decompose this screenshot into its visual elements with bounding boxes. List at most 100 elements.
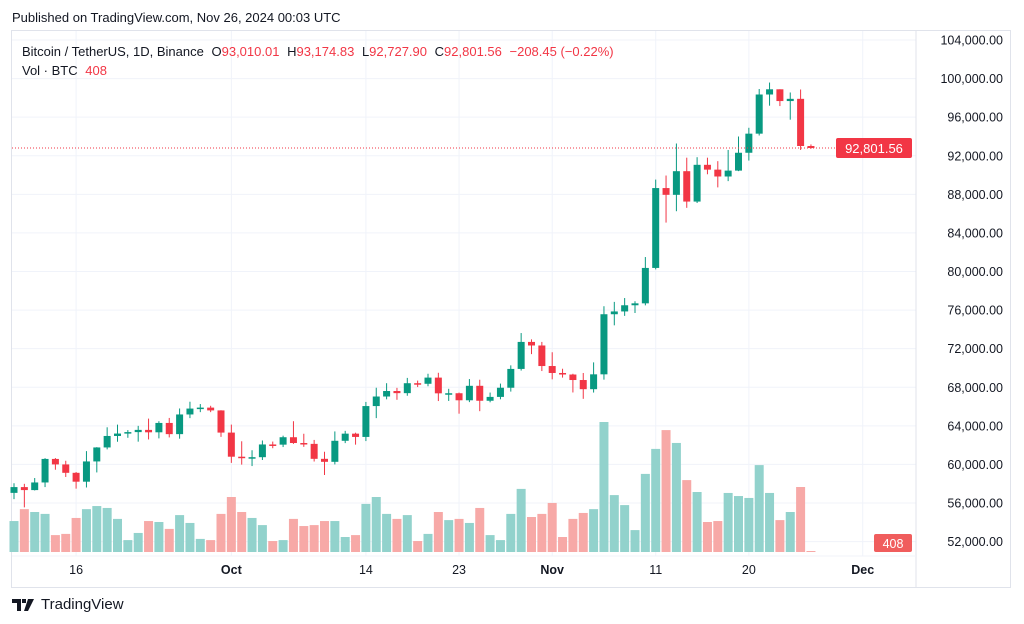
candle[interactable] <box>248 450 256 467</box>
close-value: 92,801.56 <box>444 44 502 59</box>
candle[interactable] <box>341 430 349 444</box>
candle[interactable] <box>703 157 711 175</box>
volume-label[interactable]: Vol · BTC <box>22 63 78 78</box>
candle[interactable] <box>20 483 28 508</box>
volume-bar <box>661 430 671 552</box>
candle[interactable] <box>238 441 246 465</box>
candle[interactable] <box>393 387 401 400</box>
candle[interactable] <box>776 89 784 107</box>
candle-body <box>31 482 39 491</box>
chart-legend: Bitcoin / TetherUS, 1D, Binance O93,010.… <box>22 42 618 80</box>
candle[interactable] <box>383 383 391 400</box>
candle[interactable] <box>496 383 504 400</box>
candle[interactable] <box>786 92 794 120</box>
candle[interactable] <box>217 410 225 437</box>
candle[interactable] <box>455 392 463 414</box>
candle[interactable] <box>528 339 535 355</box>
candle[interactable] <box>372 387 380 419</box>
volume-bar <box>392 518 402 552</box>
candle[interactable] <box>631 301 639 313</box>
candle[interactable] <box>610 301 618 326</box>
candle[interactable] <box>176 408 184 439</box>
x-tick-label: Nov <box>540 563 564 577</box>
tradingview-logo[interactable]: TradingView <box>12 596 124 613</box>
candle[interactable] <box>600 306 608 380</box>
candle[interactable] <box>621 298 629 316</box>
candle[interactable] <box>155 421 163 439</box>
candle[interactable] <box>445 388 453 401</box>
candle[interactable] <box>755 89 763 136</box>
candle-body <box>434 377 442 394</box>
candle[interactable] <box>414 380 422 388</box>
candle[interactable] <box>279 435 287 448</box>
candle[interactable] <box>579 372 587 399</box>
candle[interactable] <box>465 379 473 403</box>
change-value: −208.45 (−0.22%) <box>509 44 614 59</box>
y-tick-label: 96,000.00 <box>947 111 1003 125</box>
candle[interactable] <box>724 149 732 182</box>
candle[interactable] <box>258 440 266 460</box>
candle[interactable] <box>662 175 670 223</box>
candle[interactable] <box>310 439 318 462</box>
candle[interactable] <box>10 483 18 500</box>
candle[interactable] <box>72 472 80 489</box>
candle[interactable] <box>672 143 680 212</box>
candle[interactable] <box>352 432 360 445</box>
candle[interactable] <box>517 333 525 371</box>
candle[interactable] <box>548 352 556 380</box>
candle[interactable] <box>196 404 204 413</box>
ohlc-row: Bitcoin / TetherUS, 1D, Binance O93,010.… <box>22 42 618 61</box>
volume-bar <box>806 551 816 552</box>
candle[interactable] <box>227 424 235 463</box>
candle[interactable] <box>735 136 742 172</box>
symbol-title[interactable]: Bitcoin / TetherUS, 1D, Binance <box>22 44 204 59</box>
candle[interactable] <box>403 377 411 396</box>
candle[interactable] <box>300 433 308 447</box>
candle[interactable] <box>486 392 494 403</box>
candle[interactable] <box>362 401 370 442</box>
x-tick-label: 14 <box>359 563 373 577</box>
candle[interactable] <box>714 161 722 188</box>
candle[interactable] <box>103 427 111 450</box>
candle[interactable] <box>186 401 194 419</box>
candle[interactable] <box>641 257 649 306</box>
candle[interactable] <box>145 418 153 440</box>
candle[interactable] <box>569 373 577 393</box>
candle[interactable] <box>62 460 70 477</box>
candle[interactable] <box>207 405 215 413</box>
candle[interactable] <box>269 441 277 449</box>
candle[interactable] <box>683 157 691 208</box>
candle[interactable] <box>321 451 328 476</box>
time-axis[interactable]: 16 Oct 14 23 Nov 11 20 Dec <box>69 563 874 577</box>
candle[interactable] <box>476 379 484 412</box>
candle[interactable] <box>51 458 59 470</box>
candle[interactable] <box>434 372 442 402</box>
candle[interactable] <box>766 82 774 106</box>
candle[interactable] <box>424 373 432 387</box>
candle[interactable] <box>124 430 132 438</box>
candle-body <box>352 433 360 437</box>
candle[interactable] <box>507 365 515 392</box>
candle[interactable] <box>331 431 339 465</box>
candle[interactable] <box>134 425 142 442</box>
volume-bar <box>671 442 681 552</box>
candle[interactable] <box>165 417 173 438</box>
candle[interactable] <box>652 179 660 270</box>
candle[interactable] <box>289 421 297 444</box>
candle[interactable] <box>538 341 546 372</box>
candle[interactable] <box>590 362 598 393</box>
candle[interactable] <box>82 451 90 488</box>
candle[interactable] <box>114 424 121 442</box>
candle[interactable] <box>693 157 701 204</box>
grid <box>12 31 916 556</box>
candle[interactable] <box>31 478 39 491</box>
candle-body <box>735 152 742 171</box>
candle[interactable] <box>745 127 753 161</box>
volume-bar <box>599 422 609 552</box>
candle[interactable] <box>93 447 101 473</box>
candle[interactable] <box>797 89 805 150</box>
candle[interactable] <box>559 368 567 378</box>
price-axis[interactable]: 104,000.00 100,000.00 96,000.00 92,000.00 88… <box>940 34 1003 550</box>
candle[interactable] <box>41 458 49 488</box>
